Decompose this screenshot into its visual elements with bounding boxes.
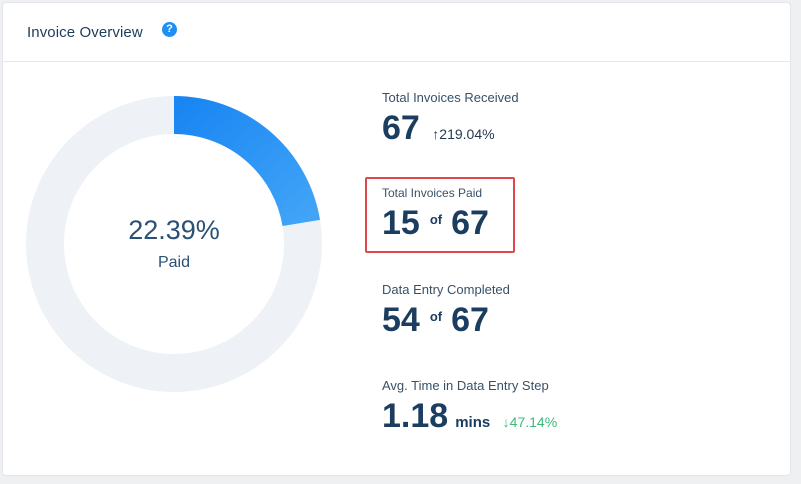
stat-value-row: 15 of 67 bbox=[382, 204, 489, 243]
stat-avg-time: Avg. Time in Data Entry Step 1.18 mins ↓4… bbox=[382, 378, 557, 436]
stat-total-paid: Total Invoices Paid 15 of 67 bbox=[382, 186, 489, 243]
card-title: Invoice Overview bbox=[27, 24, 143, 41]
donut-paid-segment[interactable] bbox=[173, 96, 321, 227]
card-header: Invoice Overview ? bbox=[3, 3, 790, 62]
stat-value: 54 bbox=[382, 301, 420, 339]
of-text: of bbox=[429, 309, 443, 324]
trend-value: 47.14% bbox=[509, 414, 558, 430]
donut-percent: 22.39% bbox=[128, 215, 220, 245]
arrow-up-icon: ↑ bbox=[432, 126, 440, 142]
stat-value-row: 54 of 67 bbox=[382, 301, 510, 340]
stat-label: Data Entry Completed bbox=[382, 282, 510, 297]
arrow-down-icon: ↓ bbox=[502, 414, 510, 430]
stat-data-entry-completed: Data Entry Completed 54 of 67 bbox=[382, 282, 510, 340]
stat-label: Total Invoices Paid bbox=[382, 186, 483, 200]
stat-value-row: 67 ↑219.04% bbox=[382, 109, 519, 148]
stat-value: 67 bbox=[382, 109, 420, 147]
trend-down: ↓47.14% bbox=[503, 414, 557, 430]
stat-value-row: 1.18 mins ↓47.14% bbox=[382, 397, 557, 436]
of-text: of bbox=[429, 212, 443, 227]
stat-total: 67 bbox=[451, 301, 489, 339]
stat-label: Avg. Time in Data Entry Step bbox=[382, 378, 549, 393]
donut-center: 22.39% Paid bbox=[25, 95, 323, 393]
invoice-overview-card: Invoice Overview ? bbox=[2, 2, 791, 476]
trend-value: 219.04% bbox=[439, 126, 495, 142]
stat-label: Total Invoices Received bbox=[382, 90, 519, 105]
stat-unit: mins bbox=[455, 414, 491, 431]
stat-total-received: Total Invoices Received 67 ↑219.04% bbox=[382, 90, 519, 148]
highlight-box bbox=[365, 177, 515, 253]
donut-svg bbox=[26, 96, 322, 392]
stat-value: 15 bbox=[382, 204, 420, 242]
paid-donut-chart: 22.39% Paid bbox=[25, 95, 323, 393]
donut-label: Paid bbox=[157, 254, 191, 271]
trend-up: ↑219.04% bbox=[432, 126, 494, 142]
stat-value: 1.18 bbox=[382, 397, 449, 435]
help-icon[interactable]: ? bbox=[162, 22, 177, 37]
stat-total: 67 bbox=[451, 204, 489, 242]
